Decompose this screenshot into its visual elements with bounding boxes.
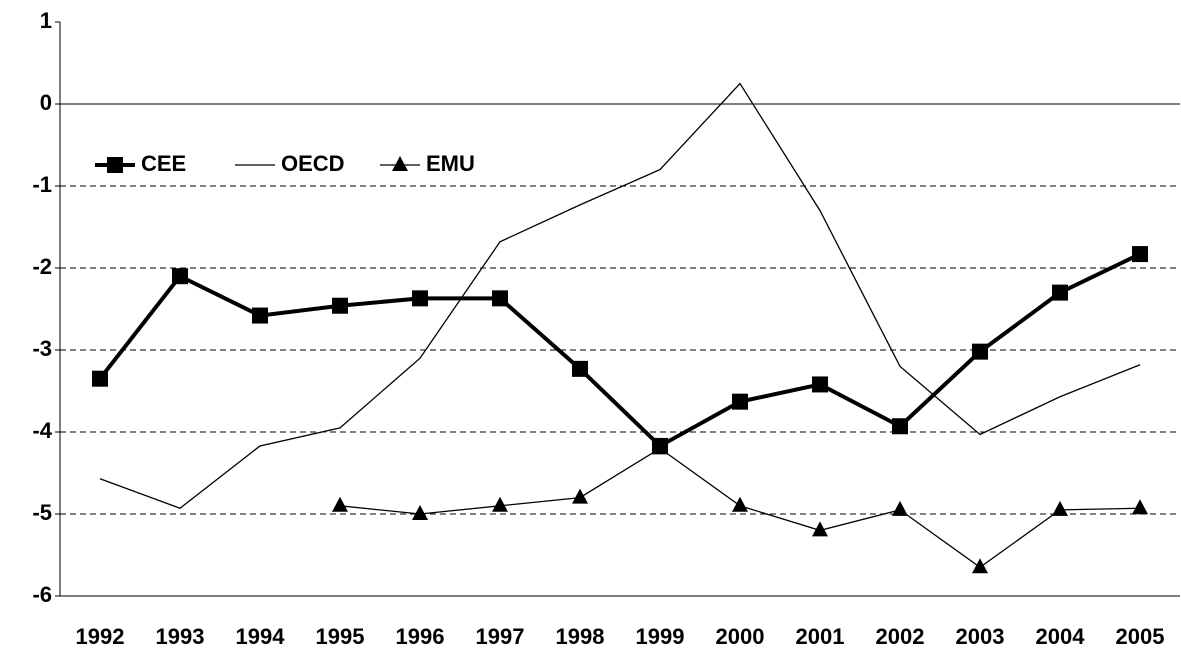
y-tick-label: -4 (32, 418, 52, 443)
x-tick-label: 1994 (236, 624, 286, 649)
marker (812, 376, 828, 393)
x-tick-label: 1992 (76, 624, 125, 649)
y-tick-label: -2 (32, 254, 52, 279)
x-tick-label: 1999 (636, 624, 685, 649)
x-tick-label: 1998 (556, 624, 605, 649)
y-tick-label: 0 (40, 90, 52, 115)
marker (412, 290, 428, 307)
x-tick-label: 2004 (1036, 624, 1086, 649)
marker (92, 370, 108, 387)
legend-label: EMU (426, 151, 475, 176)
y-tick-label: 1 (40, 8, 52, 33)
legend: CEE OECD EMU (82, 145, 522, 185)
x-tick-label: 1995 (316, 624, 365, 649)
legend-item: CEE (95, 151, 186, 176)
marker (492, 496, 508, 512)
x-tick-label: 2002 (876, 624, 925, 649)
marker (1052, 500, 1068, 516)
marker (732, 496, 748, 512)
marker (252, 307, 268, 324)
marker (572, 360, 588, 377)
x-tick-label: 2001 (796, 624, 845, 649)
marker (972, 343, 988, 360)
marker (812, 521, 828, 537)
legend-label: CEE (141, 151, 186, 176)
x-tick-label: 1993 (156, 624, 205, 649)
marker (107, 157, 123, 173)
series-line (99, 82, 1141, 509)
x-tick-label: 2003 (956, 624, 1005, 649)
legend-box (82, 145, 522, 185)
marker (1132, 246, 1148, 263)
y-tick-label: -3 (32, 336, 52, 361)
marker (332, 297, 348, 314)
x-tick-label: 1996 (396, 624, 445, 649)
marker (732, 393, 748, 410)
legend-item: EMU (380, 151, 475, 176)
marker (412, 505, 428, 520)
y-tick-label: -6 (32, 582, 52, 607)
y-tick-label: -5 (32, 500, 52, 525)
marker (172, 268, 188, 285)
series-line (98, 252, 1141, 449)
marker (1052, 284, 1068, 301)
x-tick-label: 2005 (1116, 624, 1165, 649)
marker (892, 500, 908, 516)
marker (892, 418, 908, 435)
x-tick-label: 1997 (476, 624, 525, 649)
x-tick-label: 2000 (716, 624, 765, 649)
marker (332, 496, 348, 512)
legend-item: OECD (235, 151, 345, 176)
marker (492, 290, 508, 307)
y-tick-label: -1 (32, 172, 52, 197)
marker (1132, 499, 1148, 515)
marker (572, 488, 588, 504)
marker (972, 558, 988, 574)
marker (392, 156, 408, 171)
marker (652, 439, 668, 455)
legend-label: OECD (281, 151, 345, 176)
